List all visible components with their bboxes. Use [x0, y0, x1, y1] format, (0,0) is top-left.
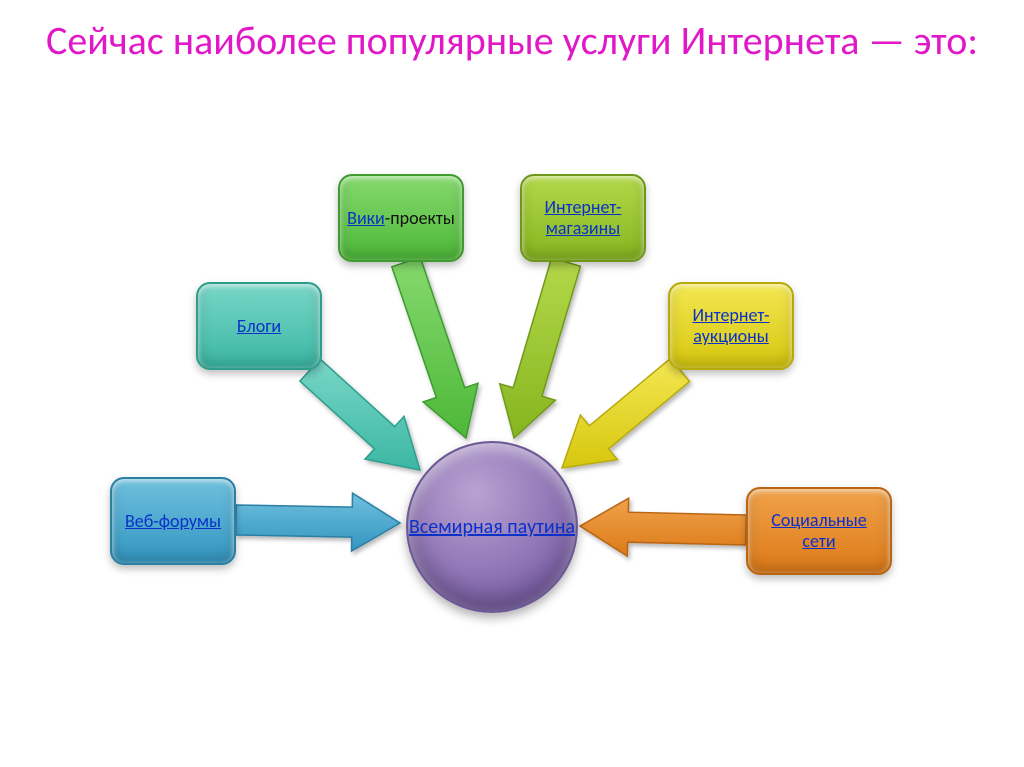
node-label-plain: -проекты — [385, 207, 455, 229]
node-label: Вики-проекты — [347, 208, 455, 229]
node-shops: Интернет-магазины — [520, 174, 646, 262]
node-label: Социальные сети — [756, 510, 882, 551]
node-label: Веб-форумы — [125, 511, 221, 532]
node-label-link: Интернет-магазины — [544, 196, 621, 239]
page-title: Сейчас наиболее популярные услуги Интерн… — [0, 18, 1024, 64]
node-label-link: Интернет-аукционы — [692, 304, 769, 347]
arrows-layer — [0, 0, 1024, 767]
node-label: Интернет-аукционы — [678, 305, 784, 346]
node-web-forums: Веб-форумы — [110, 477, 236, 565]
node-label-link: Вики — [347, 207, 385, 229]
node-label-link: Блоги — [237, 315, 281, 337]
node-social: Социальные сети — [746, 487, 892, 575]
center-node: Всемирная паутина — [406, 441, 578, 613]
node-label-link: Веб-форумы — [125, 510, 221, 532]
node-label: Блоги — [237, 316, 281, 337]
center-label: Всемирная паутина — [409, 515, 575, 539]
node-blogs: Блоги — [196, 282, 322, 370]
diagram-stage: Сейчас наиболее популярные услуги Интерн… — [0, 0, 1024, 767]
node-label-link: Социальные сети — [771, 509, 866, 552]
node-auctions: Интернет-аукционы — [668, 282, 794, 370]
node-label: Интернет-магазины — [530, 197, 636, 238]
node-wiki: Вики-проекты — [338, 174, 464, 262]
